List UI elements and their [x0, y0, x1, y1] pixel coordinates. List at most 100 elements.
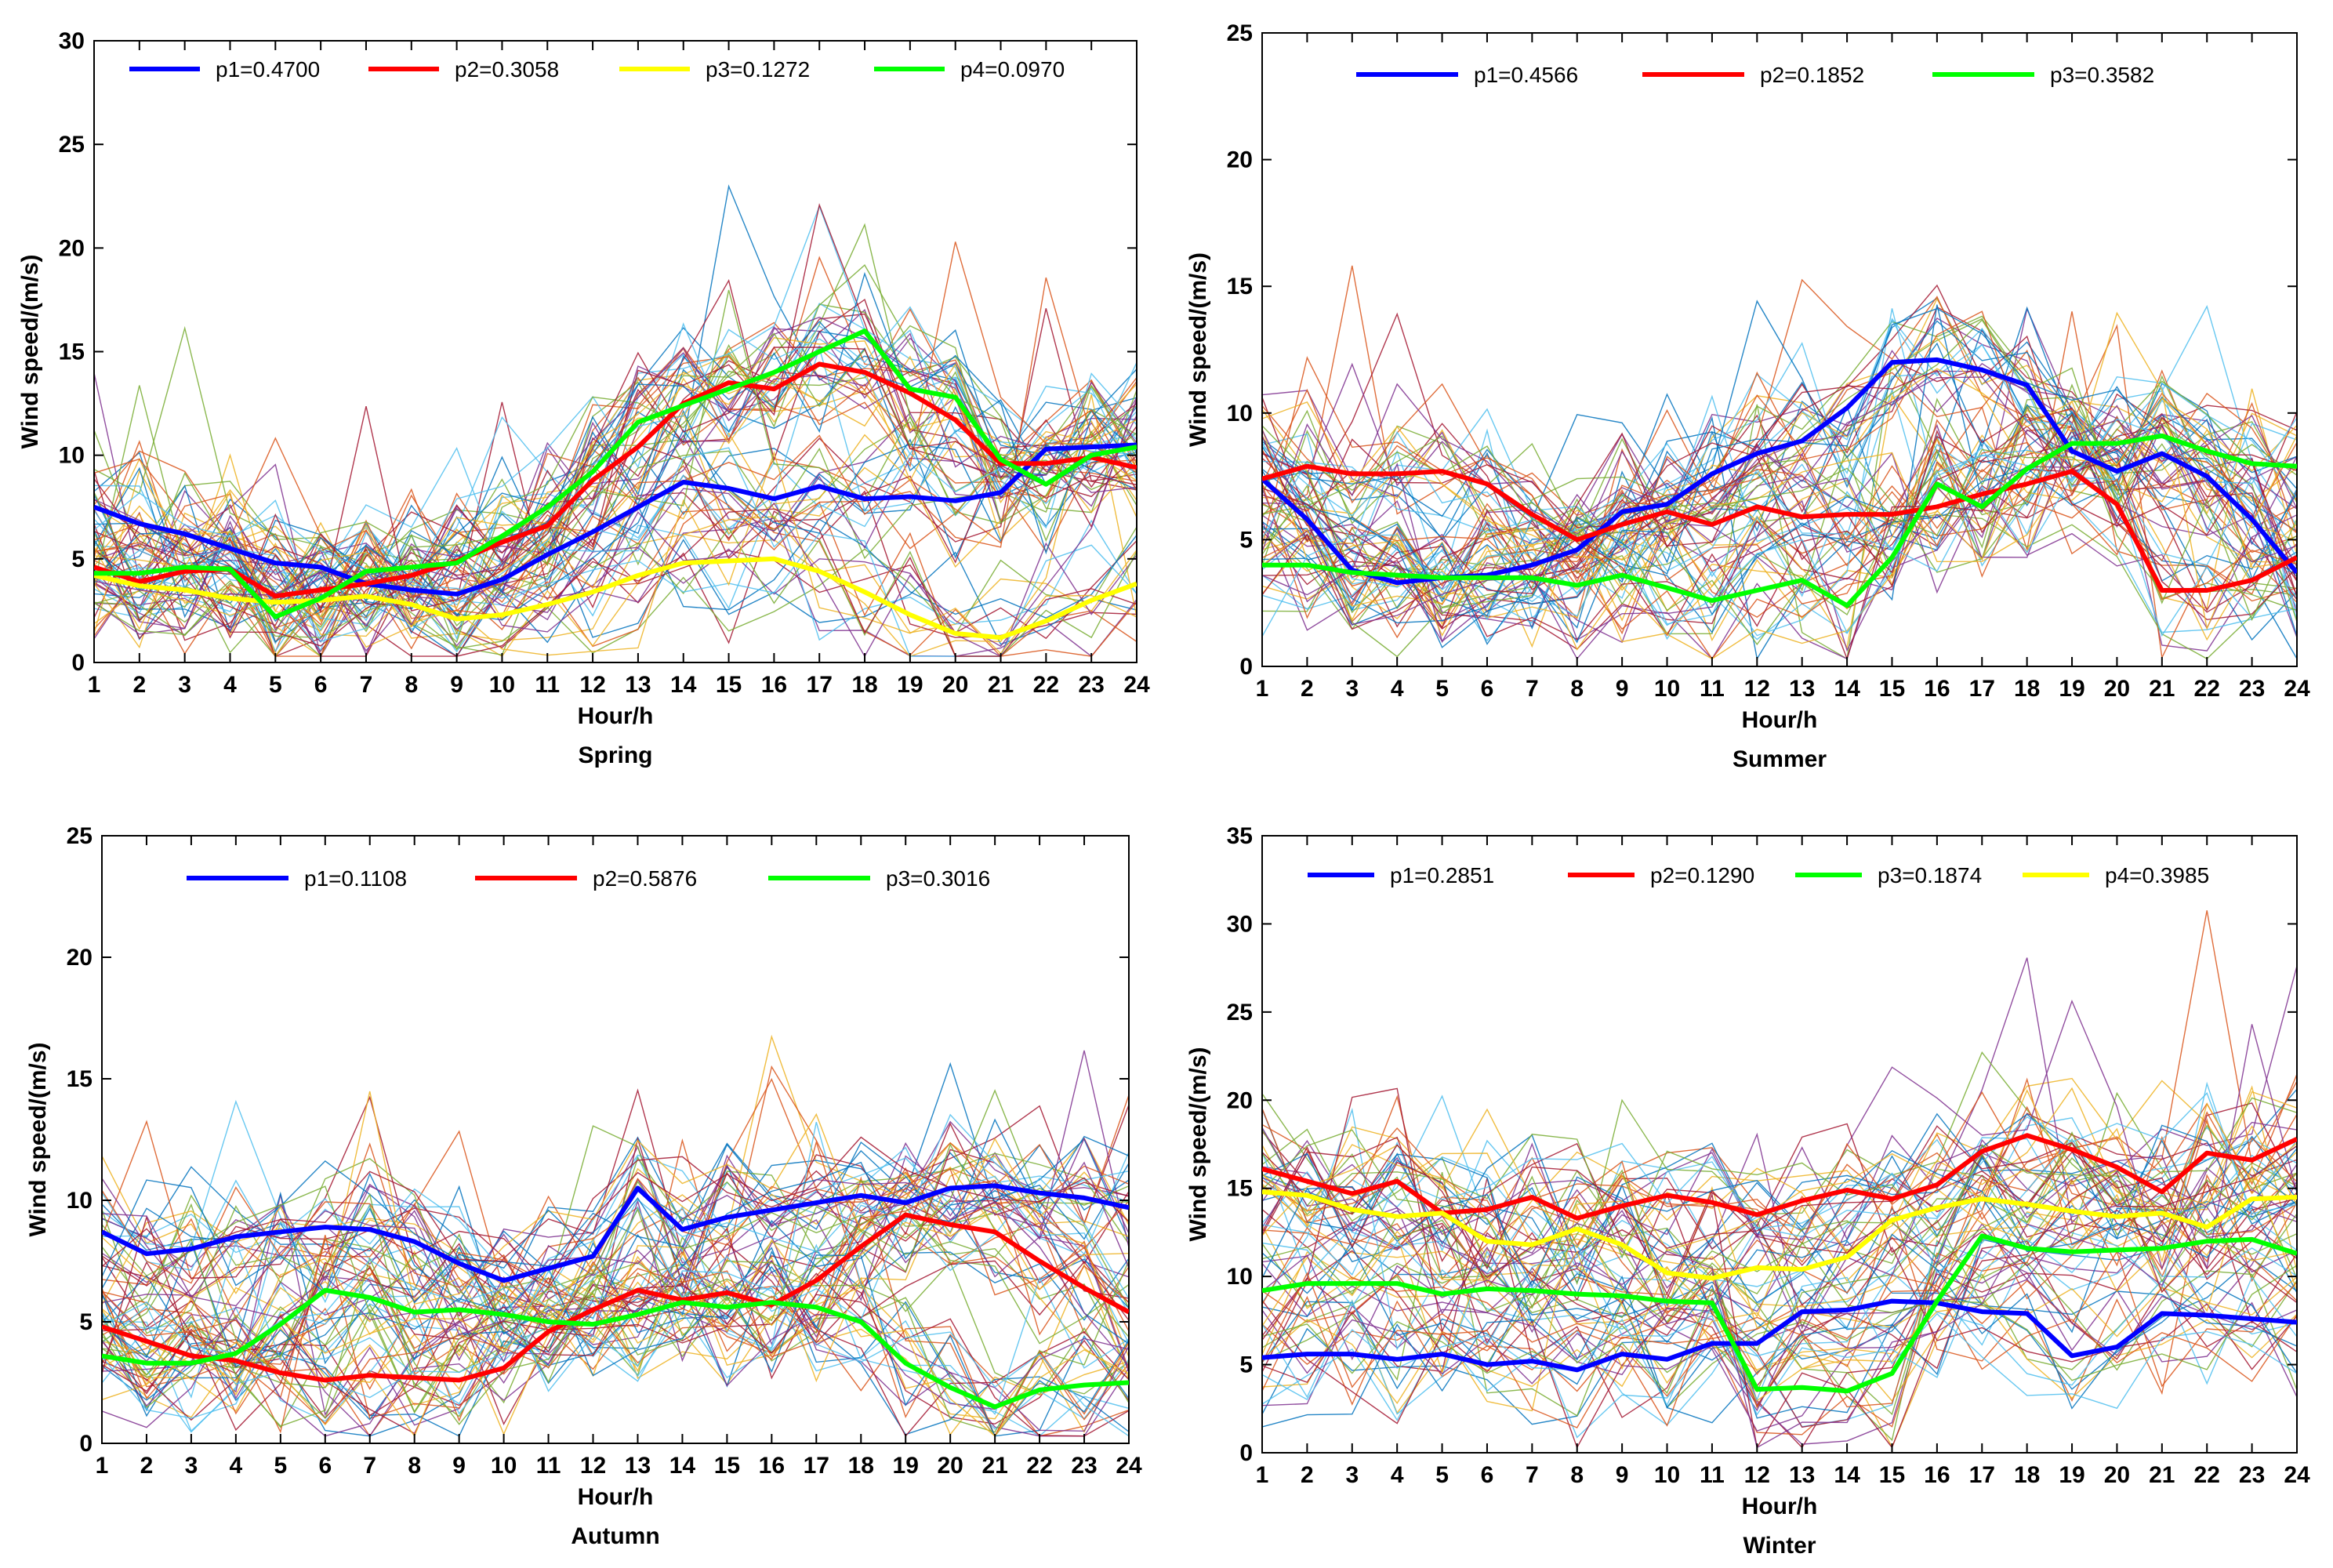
- x-tick-label: 6: [1481, 676, 1494, 702]
- background-trace: [1262, 375, 2297, 612]
- background-trace: [1262, 370, 2297, 613]
- x-tick-label: 8: [1570, 676, 1584, 702]
- background-trace: [1262, 1131, 2297, 1306]
- background-trace: [1262, 430, 2297, 572]
- x-tick-label: 14: [1834, 1462, 1860, 1488]
- x-tick-label: 24: [2284, 676, 2310, 702]
- background-trace: [102, 1091, 1129, 1305]
- background-trace: [102, 1138, 1129, 1422]
- x-tick-label: 22: [2194, 676, 2220, 702]
- x-tick-label: 12: [1744, 676, 1770, 702]
- x-tick-label: 24: [1123, 672, 1150, 698]
- background-trace: [94, 398, 1137, 607]
- y-tick-label: 0: [71, 650, 85, 676]
- y-axis-label: Wind speed/(m/s): [17, 254, 43, 448]
- background-trace: [102, 1207, 1129, 1414]
- background-trace: [94, 526, 1137, 658]
- background-trace: [94, 399, 1137, 658]
- background-trace: [1262, 1125, 2297, 1270]
- series-line-2: [102, 1212, 1129, 1383]
- x-tick-label: 8: [405, 672, 418, 698]
- y-tick-label: 20: [1227, 1087, 1253, 1113]
- background-trace: [1262, 1272, 2297, 1428]
- background-trace: [102, 1244, 1129, 1437]
- background-trace: [1262, 1138, 2297, 1312]
- background-trace: [102, 1120, 1129, 1315]
- background-trace: [1262, 1024, 2297, 1336]
- y-tick-label: 25: [1227, 1000, 1253, 1025]
- background-trace: [102, 1138, 1129, 1302]
- x-tick-label: 21: [2149, 676, 2175, 702]
- x-tick-label: 13: [625, 1453, 651, 1479]
- background-trace: [94, 394, 1137, 658]
- background-trace: [102, 1252, 1129, 1437]
- x-tick-label: 20: [937, 1453, 963, 1479]
- cluster-series-group: [102, 1183, 1129, 1410]
- background-trace: [1262, 1276, 2297, 1410]
- background-trace: [1262, 405, 2297, 660]
- x-tick-label: 16: [1924, 1462, 1950, 1488]
- x-tick-label: 20: [942, 672, 968, 698]
- panel-title: Winter: [1743, 1533, 1816, 1559]
- legend-label-3: p3=0.1272: [706, 57, 810, 82]
- background-trace: [94, 306, 1137, 652]
- background-traces: [94, 184, 1137, 658]
- background-trace: [94, 205, 1137, 588]
- y-tick-label: 15: [1227, 1176, 1253, 1202]
- x-tick-label: 13: [1789, 1462, 1815, 1488]
- legend-label-4: p4=0.3985: [2105, 863, 2209, 887]
- x-tick-label: 2: [1301, 676, 1314, 702]
- x-tick-label: 19: [2059, 676, 2084, 702]
- x-tick-label: 18: [2014, 1462, 2040, 1488]
- panel-title: Autumn: [571, 1523, 659, 1549]
- x-tick-label: 16: [759, 1453, 785, 1479]
- background-trace: [1262, 408, 2297, 643]
- x-tick-label: 3: [1345, 676, 1359, 702]
- background-trace: [1262, 415, 2297, 660]
- legend-label-3: p3=0.3582: [2050, 63, 2154, 87]
- x-tick-label: 13: [625, 672, 651, 698]
- cluster-series-group: [94, 328, 1137, 641]
- x-tick-label: 7: [1526, 676, 1539, 702]
- x-tick-label: 9: [450, 672, 463, 698]
- background-trace: [94, 421, 1137, 634]
- x-tick-label: 20: [2104, 676, 2130, 702]
- series-line-3: [94, 556, 1137, 641]
- series-line-3: [1262, 433, 2297, 608]
- background-trace: [1262, 1135, 2297, 1409]
- background-trace: [1262, 1129, 2297, 1308]
- x-tick-label: 1: [1256, 676, 1269, 702]
- legend-label-3: p3=0.3016: [886, 866, 990, 891]
- x-tick-label: 16: [761, 672, 787, 698]
- x-tick-label: 2: [1301, 1462, 1314, 1488]
- background-trace: [102, 1191, 1129, 1436]
- legend-label-1: p1=0.4566: [1474, 63, 1578, 87]
- x-tick-label: 17: [1969, 1462, 1995, 1488]
- background-trace: [102, 1089, 1129, 1332]
- background-trace: [102, 1166, 1129, 1412]
- y-tick-label: 5: [1239, 1352, 1253, 1378]
- background-trace: [102, 1273, 1129, 1436]
- background-trace: [102, 1062, 1129, 1301]
- plot-area-frame: [1261, 32, 2298, 667]
- background-trace: [1262, 999, 2297, 1271]
- background-trace: [94, 277, 1137, 622]
- x-tick-label: 23: [1071, 1453, 1097, 1479]
- y-tick-label: 20: [1227, 147, 1253, 173]
- background-trace: [102, 1088, 1129, 1317]
- series-line-1: [102, 1183, 1129, 1283]
- x-tick-label: 8: [408, 1453, 421, 1479]
- x-tick-label: 5: [1435, 676, 1449, 702]
- x-axis-label: Hour/h: [1742, 707, 1818, 733]
- y-tick-label: 10: [59, 443, 85, 469]
- x-tick-label: 17: [1969, 676, 1995, 702]
- x-tick-label: 6: [314, 672, 328, 698]
- background-trace: [1262, 1138, 2297, 1308]
- background-trace: [102, 1122, 1129, 1337]
- background-trace: [102, 1156, 1129, 1334]
- background-trace: [1262, 1246, 2297, 1450]
- background-trace: [1262, 1200, 2297, 1419]
- x-tick-label: 1: [88, 672, 101, 698]
